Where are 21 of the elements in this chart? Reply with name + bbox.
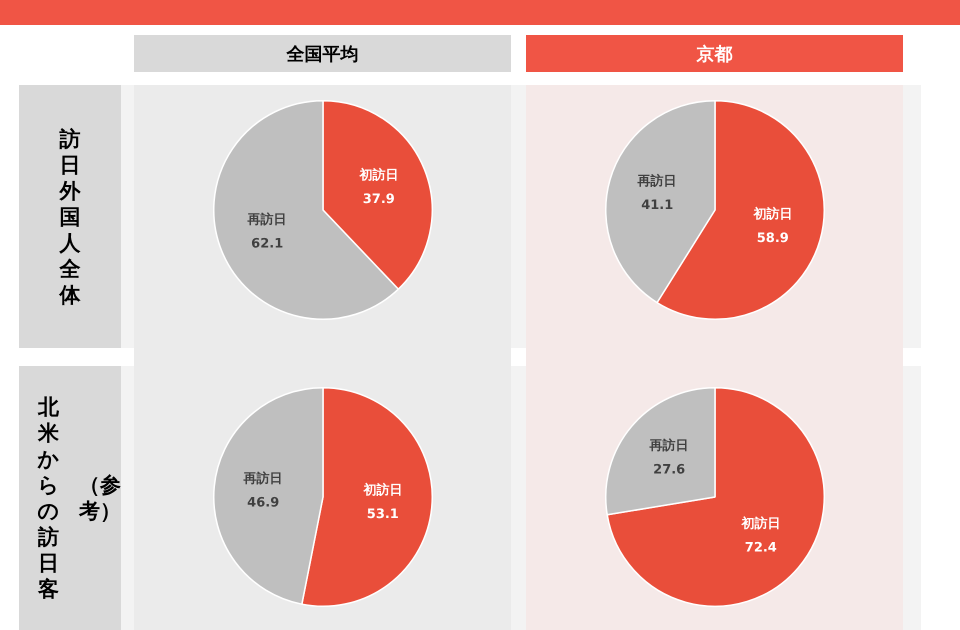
slice-label: 再訪日 bbox=[636, 172, 677, 189]
slice-label: 初訪日 bbox=[362, 482, 402, 498]
chart-title: 全国平均 bbox=[134, 35, 511, 72]
data-label: 37.9 bbox=[362, 192, 395, 208]
data-label: 46.9 bbox=[247, 496, 280, 511]
slice-label: 再訪日 bbox=[242, 470, 283, 487]
slice-label: 再訪日 bbox=[246, 212, 287, 228]
data-label: 58.9 bbox=[756, 230, 789, 246]
chart-title: 京都 bbox=[526, 35, 903, 72]
slice-label: 再訪日 bbox=[648, 437, 689, 454]
slice-label: 初訪日 bbox=[358, 167, 398, 184]
data-label: 62.1 bbox=[251, 236, 284, 252]
data-label: 27.6 bbox=[653, 462, 686, 478]
text: （参考） bbox=[79, 473, 121, 523]
text: 訪日外国人全体 bbox=[60, 126, 80, 306]
data-label: 72.4 bbox=[744, 540, 777, 556]
slice-label: 初訪日 bbox=[740, 515, 780, 532]
data-label: 53.1 bbox=[366, 507, 399, 522]
text: 北米からの訪日客 bbox=[37, 395, 60, 601]
data-label: 41.1 bbox=[641, 198, 674, 213]
slice-label: 初訪日 bbox=[752, 206, 792, 222]
